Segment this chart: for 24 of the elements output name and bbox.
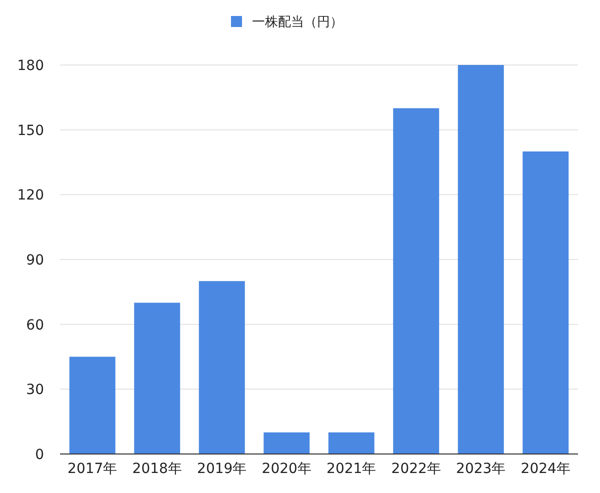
y-tick-label: 90 bbox=[26, 252, 44, 268]
bar bbox=[458, 65, 504, 454]
y-tick-label: 0 bbox=[35, 447, 44, 463]
bar bbox=[522, 151, 569, 454]
legend-label: 一株配当（円） bbox=[252, 15, 343, 30]
x-tick-label: 2023年 bbox=[456, 461, 506, 477]
x-tick-label: 2017年 bbox=[68, 461, 118, 477]
y-tick-label: 120 bbox=[17, 188, 44, 204]
bar bbox=[393, 108, 440, 454]
bar bbox=[69, 356, 116, 454]
y-tick-label: 150 bbox=[17, 122, 44, 139]
x-tick-label: 2018年 bbox=[132, 461, 182, 477]
y-tick-label: 60 bbox=[26, 317, 44, 334]
x-tick-label: 2024年 bbox=[520, 461, 570, 477]
bar bbox=[134, 302, 180, 454]
x-tick-label: 2021年 bbox=[326, 461, 376, 477]
bar bbox=[328, 432, 374, 454]
y-tick-label: 30 bbox=[26, 382, 44, 398]
y-tick-label: 180 bbox=[17, 58, 44, 74]
x-tick-label: 2019年 bbox=[197, 461, 247, 477]
bar bbox=[264, 432, 310, 454]
bar bbox=[198, 281, 245, 454]
x-tick-label: 2022年 bbox=[391, 461, 441, 477]
x-tick-label: 2020年 bbox=[262, 461, 312, 477]
